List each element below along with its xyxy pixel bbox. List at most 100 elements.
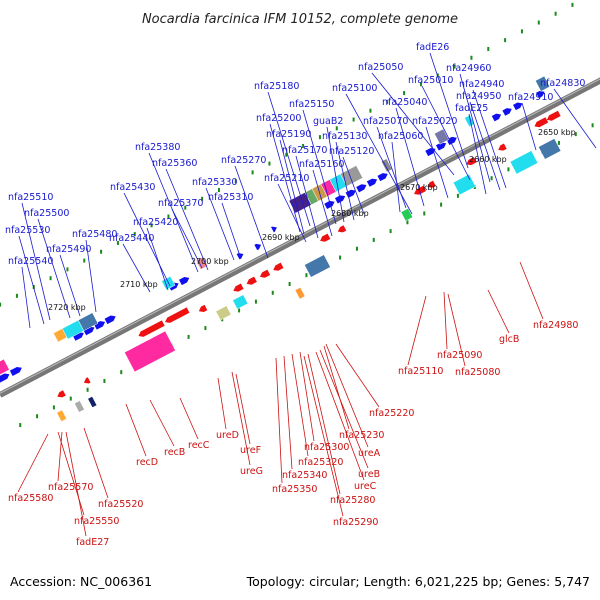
leader-line-top bbox=[459, 73, 491, 183]
scale-dot-upper bbox=[554, 11, 557, 16]
gene-block bbox=[77, 312, 99, 332]
leader-line-top bbox=[425, 126, 449, 199]
scale-tick-label: 2650 kbp bbox=[538, 128, 576, 137]
gene-label-bottom: fadE27 bbox=[76, 537, 109, 548]
leader-line-bottom bbox=[231, 371, 251, 466]
leader-line-top bbox=[123, 192, 171, 287]
scale-dot-lower bbox=[271, 290, 274, 295]
gene-label-top: nfa25480 bbox=[72, 229, 117, 240]
scale-dot-lower bbox=[120, 370, 123, 375]
leader-line-top bbox=[234, 165, 269, 259]
reverse-gene-arrow bbox=[165, 307, 190, 323]
track-layer bbox=[0, 2, 600, 428]
gene-label-top: nfa24940 bbox=[459, 79, 504, 90]
reverse-gene-arrow bbox=[83, 377, 91, 384]
reverse-gene-arrow bbox=[466, 157, 477, 166]
scale-dot-upper bbox=[318, 135, 321, 140]
gene-label-top: nfa25150 bbox=[289, 99, 334, 110]
forward-gene-arrow bbox=[236, 253, 244, 260]
scale-dot-lower bbox=[355, 246, 358, 251]
gene-block bbox=[0, 358, 10, 375]
leader-line-top bbox=[221, 202, 241, 257]
reverse-gene-arrow bbox=[414, 185, 427, 195]
scale-dot-upper bbox=[184, 205, 187, 210]
leader-line-top bbox=[469, 101, 501, 191]
accession-text: Accession: NC_006361 bbox=[10, 574, 152, 589]
gene-label-bottom: recC bbox=[188, 440, 210, 451]
leader-line-bottom bbox=[303, 355, 344, 517]
gene-block bbox=[56, 409, 67, 422]
scale-tick-label: 2680 kbp bbox=[331, 209, 369, 218]
genome-backbone-highlight bbox=[0, 78, 600, 394]
scale-tick-label: 2690 kbp bbox=[262, 233, 300, 242]
gene-label-bottom: nfa25090 bbox=[437, 350, 482, 361]
scale-dot-lower bbox=[187, 334, 190, 339]
scale-dot-lower bbox=[406, 220, 409, 225]
gene-label-top: nfa25180 bbox=[254, 81, 299, 92]
leader-line-top bbox=[376, 126, 407, 209]
scale-dot-upper bbox=[15, 293, 18, 298]
gene-label-bottom: nfa25320 bbox=[298, 457, 343, 468]
gene-label-bottom: nfa25340 bbox=[282, 470, 327, 481]
scale-dot-lower bbox=[254, 299, 257, 304]
scale-dot-upper bbox=[537, 20, 540, 25]
reverse-gene-arrow bbox=[273, 262, 284, 271]
gene-label-bottom: nfa25350 bbox=[272, 484, 317, 495]
reverse-gene-arrow bbox=[233, 283, 244, 292]
scale-dot-lower bbox=[204, 326, 207, 331]
leader-line-top bbox=[267, 91, 311, 227]
gene-block bbox=[294, 287, 306, 300]
gene-label-top: nfa24960 bbox=[446, 63, 491, 74]
gene-label-top: nfa25330 bbox=[192, 177, 237, 188]
gene-label-top: fadE26 bbox=[416, 42, 449, 53]
forward-gene-arrow bbox=[491, 113, 502, 122]
gene-label-bottom: nfa25570 bbox=[48, 482, 93, 493]
forward-gene-arrow bbox=[502, 108, 512, 116]
scale-dot-upper bbox=[133, 232, 136, 237]
scale-dot-upper bbox=[234, 179, 237, 184]
gene-label-top: nfa25540 bbox=[8, 256, 53, 267]
leader-line-bottom bbox=[407, 295, 427, 366]
scale-dot-upper bbox=[201, 196, 204, 201]
scale-tick-label: 2660 kbp bbox=[469, 155, 507, 164]
gene-block bbox=[509, 150, 539, 175]
forward-gene-arrow bbox=[271, 226, 277, 233]
leader-line-top bbox=[85, 239, 97, 313]
scale-dot-lower bbox=[305, 273, 308, 278]
forward-gene-arrow bbox=[513, 102, 523, 111]
scale-dot-upper bbox=[49, 276, 52, 281]
gene-block bbox=[339, 165, 364, 187]
leader-line-top bbox=[312, 169, 333, 237]
leader-line-bottom bbox=[447, 293, 466, 367]
scale-dot-upper bbox=[167, 214, 170, 219]
forward-gene-arrow bbox=[179, 277, 190, 286]
scale-dot-upper bbox=[453, 64, 456, 69]
gene-label-top: nfa25160 bbox=[299, 159, 344, 170]
scale-dot-lower bbox=[423, 211, 426, 216]
scale-dot-upper bbox=[150, 223, 153, 228]
gene-label-bottom: nfa25550 bbox=[74, 516, 119, 527]
scale-dot-upper bbox=[251, 170, 254, 175]
scale-dot-upper bbox=[419, 82, 422, 87]
leader-line-bottom bbox=[315, 351, 365, 481]
scale-dot-lower bbox=[372, 237, 375, 242]
leader-line-top bbox=[326, 126, 345, 223]
gene-label-bottom: nfa25520 bbox=[98, 499, 143, 510]
gene-label-bottom: recB bbox=[164, 447, 185, 458]
gene-label-top: nfa25530 bbox=[5, 225, 50, 236]
reverse-gene-arrow bbox=[57, 390, 66, 398]
scale-dot-upper bbox=[369, 108, 372, 113]
gene-block bbox=[538, 138, 562, 160]
leader-line-top bbox=[521, 102, 537, 151]
leader-line-bottom bbox=[319, 349, 369, 469]
gene-label-top: nfa25200 bbox=[256, 113, 301, 124]
reverse-gene-arrow bbox=[427, 180, 436, 188]
forward-gene-arrow bbox=[536, 90, 545, 99]
gene-label-top: guaB2 bbox=[313, 116, 343, 127]
scale-dot-lower bbox=[69, 396, 72, 401]
map-title: Nocardia farcinica IFM 10152, complete g… bbox=[142, 12, 458, 27]
leader-line-top bbox=[472, 89, 507, 189]
gene-block bbox=[464, 114, 475, 128]
scale-dot-upper bbox=[352, 117, 355, 122]
gene-label-bottom: nfa25300 bbox=[304, 442, 349, 453]
